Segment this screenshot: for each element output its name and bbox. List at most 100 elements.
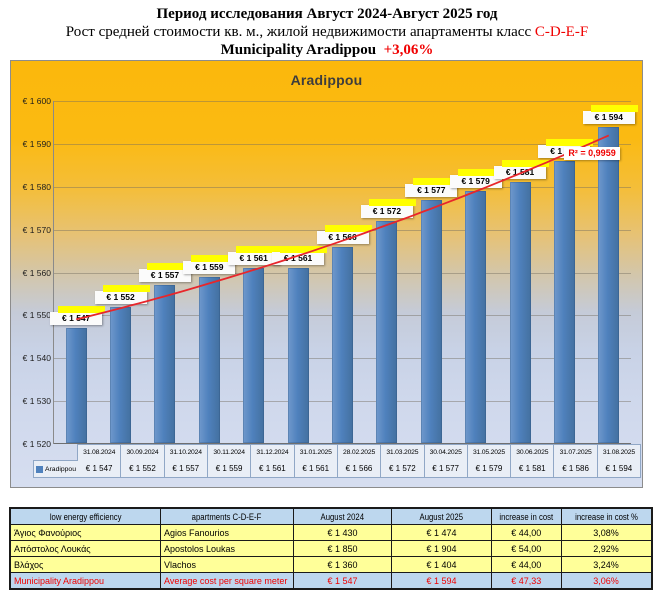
summary-cell[interactable]: Απόστολος Λουκάς [10,540,161,557]
summary-cell[interactable]: Municipality Aradippou [10,572,161,589]
bar[interactable] [198,276,220,443]
bar[interactable] [65,328,87,443]
plot-area: R² = 0,9959 € 1 547 € 1 552 € 1 557 € 1 559… [50,101,638,444]
bar[interactable] [154,285,176,443]
x-value-cell: € 1 561 [294,460,338,478]
page-title-line2: Рост средней стоимости кв. м., жилой нед… [0,23,654,41]
x-date-cell: 31.07.2025 [554,444,598,461]
bar-value-label: € 1 561 [272,246,328,266]
legend-label: Aradippou [45,465,76,473]
x-value-cell: € 1 572 [381,460,425,478]
summary-header-text: apartments C-D-E-F [192,511,262,522]
x-date-cell: 30.09.2024 [121,444,165,461]
bar-value-label: € 1 594 [582,104,638,124]
title-line2-text: Рост средней стоимости кв. м., жилой нед… [65,24,535,40]
x-value-cell: € 1 594 [597,460,642,478]
summary-cell[interactable]: Άγιος Φανούριος [10,524,161,541]
summary-cell[interactable]: € 1 474 [391,524,492,541]
x-date-cell: 31.08.2024 [77,444,122,461]
summary-cell[interactable]: 3,06% [560,572,652,589]
summary-cell[interactable]: € 44,00 [491,556,562,573]
summary-cell[interactable]: Agios Fanourios [160,524,294,541]
y-axis-label: € 1 560 [22,267,51,278]
bar[interactable] [420,199,442,443]
summary-row: Άγιος Φανούριος Agios Fanourios € 1 430 € 1… [10,524,652,541]
summary-cell[interactable]: Apostolos Loukas [160,540,294,557]
summary-cell[interactable]: € 1 594 [391,572,492,589]
x-date-cell: 31.05.2025 [467,444,512,461]
bar-value-label: € 1 566 [316,224,372,244]
summary-row: Βλάχος Vlachos € 1 360 € 1 404 € 44,00 3,24% [10,556,652,573]
summary-cell[interactable]: € 1 404 [391,556,492,573]
summary-row: Απόστολος Λουκάς Apostolos Loukas € 1 850 €… [10,540,652,557]
summary-header-text: August 2024 [320,511,365,522]
x-date-cell: 28.02.2025 [337,444,382,461]
summary-cell[interactable]: 2,92% [560,540,652,557]
summary-header-cell[interactable]: August 2025 [391,508,492,525]
summary-header-cell[interactable]: increase in cost [491,508,562,525]
gridline [54,101,631,102]
summary-cell[interactable]: 3,08% [560,524,652,541]
bar-value-label: € 1 559 [183,254,239,274]
x-value-cell: € 1 557 [164,460,208,478]
summary-header-cell[interactable]: August 2024 [293,508,392,525]
bar-value-label: € 1 557 [138,263,194,283]
summary-cell[interactable]: 3,24% [560,556,652,573]
summary-header-text: August 2025 [419,511,464,522]
bar[interactable] [287,268,309,443]
y-axis-label: € 1 570 [22,224,51,235]
summary-header-text: increase in cost [499,511,554,522]
x-value-cell: € 1 579 [467,460,512,478]
bar[interactable] [243,268,265,443]
x-date-cell: 31.08.2025 [597,444,642,461]
legend-marker-icon [36,465,43,473]
summary-cell[interactable]: € 47,33 [491,572,562,589]
summary-cell[interactable]: € 1 430 [293,524,392,541]
trendline[interactable] [54,101,631,444]
y-axis-label: € 1 550 [22,310,51,321]
summary-cell[interactable]: € 1 360 [293,556,392,573]
x-date-cell: 31.10.2024 [164,444,208,461]
summary-cell[interactable]: € 44,00 [491,524,562,541]
x-value-cell: € 1 581 [511,460,555,478]
summary-cell[interactable]: € 54,00 [491,540,562,557]
bar[interactable] [465,191,487,443]
y-axis-line [53,101,54,444]
summary-table: low energy efficiency apartments C-D-E-F A… [9,507,653,590]
y-axis-label: € 1 600 [22,96,51,106]
bar[interactable] [376,221,398,443]
summary-cell[interactable]: € 1 547 [293,572,392,589]
y-axis-label: € 1 590 [22,138,51,149]
summary-cell[interactable]: Βλάχος [10,556,161,573]
x-value-cell: € 1 552 [121,460,165,478]
x-date-cell: 30.11.2024 [207,444,252,461]
bar[interactable] [509,182,531,443]
bar[interactable] [598,126,620,443]
x-date-cell: 30.06.2025 [511,444,555,461]
summary-row: Municipality Aradippou Average cost per s… [10,572,652,589]
page-title-line3: Municipality Aradippou +3,06% [0,41,654,59]
summary-cell[interactable]: Average cost per square meter [160,572,294,589]
summary-header-cell[interactable]: increase in cost % [560,508,652,525]
bar-value-label: € 1 577 [405,177,461,197]
bar[interactable] [110,306,132,443]
x-value-cell: € 1 547 [77,460,122,478]
bar[interactable] [553,161,575,443]
summary-cell[interactable]: € 1 850 [293,540,392,557]
summary-header-cell[interactable]: apartments C-D-E-F [160,508,294,525]
price-chart[interactable]: Aradippou R² = 0,9959 € 1 547 € 1 552 € 1 … [10,60,643,488]
bar-value-label: € 1 561 [227,246,283,266]
summary-cell[interactable]: Vlachos [160,556,294,573]
summary-header-cell[interactable]: low energy efficiency [10,508,161,525]
x-value-cell: € 1 586 [554,460,598,478]
bar-value-label: € 1 552 [94,284,150,304]
legend-key: Aradippou [33,460,78,478]
gridline [54,143,631,145]
bar-value-label: € 1 579 [449,169,505,189]
bar[interactable] [332,246,353,443]
chart-title: Aradippou [290,72,363,88]
x-date-cell: 31.03.2025 [381,444,425,461]
summary-cell[interactable]: € 1 904 [391,540,492,557]
x-value-cell: € 1 559 [207,460,252,478]
y-axis-label: € 1 580 [22,181,51,192]
